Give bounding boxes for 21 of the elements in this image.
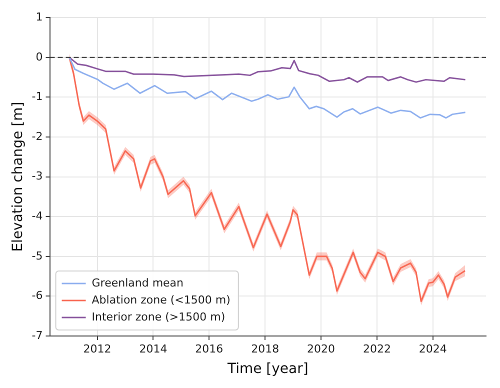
y-tick-label: -4: [32, 209, 43, 222]
x-tick-label: 2022: [362, 342, 391, 356]
y-tick-label: -6: [32, 289, 43, 302]
x-tick-label: 2012: [83, 342, 112, 356]
y-tick-label: -5: [32, 249, 43, 262]
x-tick-label: 2020: [307, 342, 336, 356]
y-tick-label: 1: [36, 10, 43, 24]
y-tick-label: 0: [36, 50, 43, 64]
x-axis-title: Time [year]: [226, 361, 308, 378]
legend-label: Ablation zone (<1500 m): [92, 293, 230, 306]
legend-label: Interior zone (>1500 m): [92, 310, 226, 324]
x-tick-label: 2016: [195, 342, 224, 356]
x-tick-label: 2018: [251, 342, 280, 356]
x-tick-label: 2014: [139, 342, 168, 356]
y-tick-label: -7: [32, 328, 43, 342]
y-tick-label: -2: [32, 130, 43, 143]
y-tick-label: -1: [32, 90, 43, 104]
y-tick-label: -3: [32, 170, 43, 183]
legend-label: Greenland mean: [92, 276, 184, 290]
x-tick-label: 2024: [418, 342, 447, 356]
y-axis-title: Elevation change [m]: [10, 102, 26, 252]
